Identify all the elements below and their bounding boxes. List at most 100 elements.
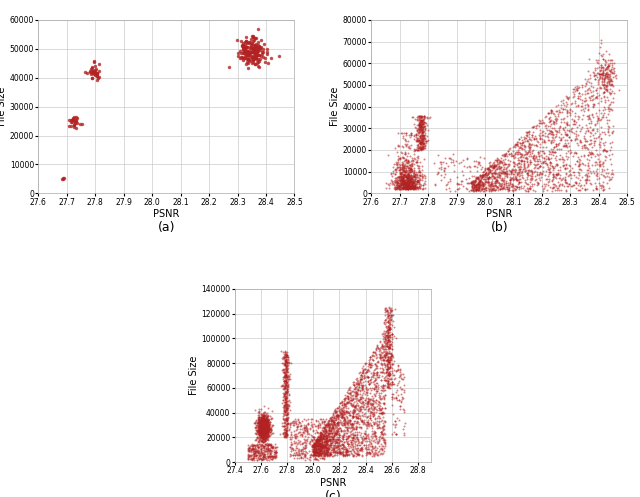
Point [403,171,413,179]
Point [328,411,338,419]
Point [345,415,355,423]
Point [257,421,268,429]
Point [372,368,383,376]
Point [348,407,358,415]
Point [347,414,357,422]
Point [390,165,400,173]
Point [397,375,407,383]
Point [257,432,267,440]
Point [351,405,362,413]
Point [280,425,291,433]
Point [363,441,373,449]
Point [419,118,429,126]
Point [551,132,561,140]
Point [326,425,336,433]
Point [520,142,530,150]
Point [265,448,275,456]
Point [262,442,273,450]
Point [355,373,365,381]
Point [600,85,610,93]
Point [419,112,429,120]
Point [283,382,293,390]
Point [406,175,416,183]
Point [333,448,343,456]
Point [561,102,571,110]
Point [415,121,425,129]
Point [381,332,391,340]
Point [264,432,275,440]
Point [384,323,394,331]
Point [355,445,365,453]
Point [262,426,273,434]
Point [550,148,561,156]
Point [280,398,291,406]
Point [600,173,611,181]
Point [379,420,389,428]
Point [597,77,607,84]
Point [280,389,291,397]
Point [392,178,402,186]
Point [483,175,493,183]
Point [408,171,419,179]
Point [572,127,582,135]
Point [579,152,589,160]
Point [367,351,377,359]
Point [279,380,289,388]
Point [479,171,489,179]
Point [321,449,331,457]
Point [416,116,426,124]
Point [274,52,284,60]
Point [310,436,320,444]
Point [468,177,478,185]
Point [497,175,507,183]
Point [346,394,356,402]
Point [547,166,557,173]
Point [415,139,425,147]
Point [376,440,387,448]
Point [321,443,331,451]
Point [283,387,293,395]
Point [554,108,564,116]
Point [601,85,611,93]
Point [402,177,412,185]
Point [289,451,300,459]
Point [372,451,382,459]
Point [324,432,334,440]
Point [381,360,392,368]
Point [359,416,369,424]
Point [545,117,556,125]
Point [317,449,328,457]
Point [259,428,269,436]
Point [92,70,102,78]
Point [406,183,417,191]
Point [398,184,408,192]
Point [313,451,323,459]
Point [404,176,414,184]
Point [283,371,293,379]
Point [412,136,422,144]
Point [398,166,408,174]
Point [256,423,266,431]
Point [353,412,364,419]
Point [602,78,612,86]
Point [259,424,269,432]
Point [268,455,278,463]
Point [255,419,266,427]
Point [261,417,271,425]
Point [261,417,271,425]
Point [279,392,289,400]
Point [282,405,292,413]
Point [351,445,362,453]
Point [381,351,391,359]
Point [560,164,570,171]
Point [509,172,520,180]
Point [383,377,393,385]
Point [419,115,429,123]
Point [261,433,271,441]
Point [263,427,273,435]
Point [353,380,364,388]
Point [403,182,413,190]
Point [473,186,483,194]
Point [386,304,396,312]
Point [379,400,389,408]
